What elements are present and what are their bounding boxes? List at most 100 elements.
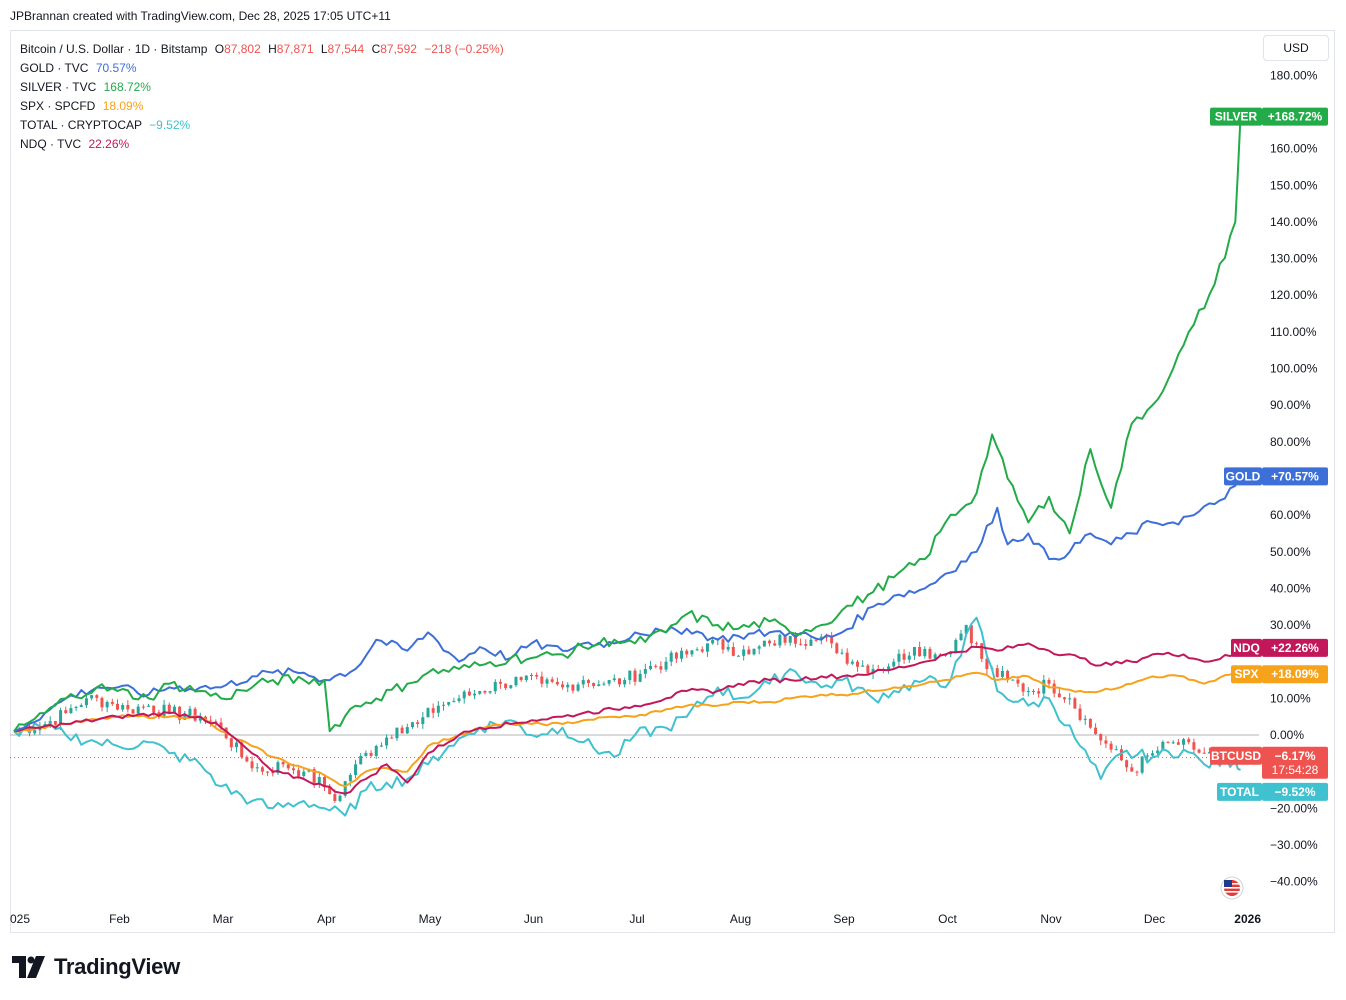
session-flag-stripe [1224, 887, 1240, 889]
btc-candle-body [581, 680, 585, 685]
legend-row-btc[interactable]: Bitcoin / U.S. Dollar · 1D · Bitstamp O8… [20, 40, 504, 59]
btc-candle-body [1156, 750, 1160, 754]
series-line-silver[interactable] [13, 116, 1242, 733]
session-flag-canton [1224, 880, 1232, 887]
btc-candle-body [757, 646, 761, 649]
btc-candle-body [845, 652, 849, 664]
legend-total-value: −9.52% [149, 118, 191, 132]
btc-candle-body [462, 691, 466, 699]
series-line-spx[interactable] [13, 668, 1242, 788]
btc-candle-body [571, 684, 575, 691]
btc-candle-body [985, 658, 989, 670]
btc-candle-body [737, 655, 740, 657]
btc-candle-body [1197, 749, 1201, 753]
btc-candle-body [959, 633, 963, 641]
btc-candle-body [95, 695, 99, 698]
badge-silver-name: SILVER [1215, 110, 1258, 124]
btc-candle-body [695, 649, 699, 651]
btc-candle-body [1182, 739, 1186, 745]
btc-candle-body [856, 661, 860, 667]
y-tick-label: 180.00% [1270, 68, 1318, 82]
legend-row-spx[interactable]: SPX · SPCFD 18.09% [20, 97, 504, 116]
badge-gold-value-bg[interactable] [1262, 467, 1328, 486]
btc-candle-body [328, 786, 332, 795]
badge-ndq-name: NDQ [1233, 641, 1260, 655]
btc-candle-body [385, 737, 389, 746]
legend-row-silver[interactable]: SILVER · TVC 168.72% [20, 78, 504, 97]
btc-candle-body [669, 652, 673, 662]
btc-candle-body [1171, 742, 1175, 744]
chart-credit: JPBrannan created with TradingView.com, … [10, 9, 391, 23]
btc-candle-body [762, 640, 766, 647]
y-tick-label: 60.00% [1270, 508, 1311, 522]
legend-row-total[interactable]: TOTAL · CRYPTOCAP −9.52% [20, 116, 504, 135]
badge-spx-name-bg[interactable] [1231, 665, 1262, 684]
btc-candle-body [157, 712, 161, 716]
legend-btc-change: −218 (−0.25%) [424, 42, 504, 56]
legend-btc-open-value: 87,802 [224, 42, 261, 56]
badge-total-value-bg[interactable] [1262, 782, 1328, 801]
badge-btcusd-name-bg[interactable] [1210, 746, 1262, 765]
legend-gold-label: GOLD · TVC [20, 61, 89, 75]
series-line-ndq[interactable] [13, 642, 1241, 795]
tradingview-logo[interactable]: TradingView [12, 954, 180, 980]
btc-candle-body [835, 643, 839, 654]
legend-row-ndq[interactable]: NDQ · TVC 22.26% [20, 135, 504, 154]
legend-btc-low-key: L [320, 42, 328, 56]
btc-candle-body [586, 680, 590, 684]
btc-candle-body [488, 691, 492, 693]
btc-candle-body [550, 679, 554, 682]
series-line-gold[interactable] [13, 475, 1241, 733]
btc-candle-body [871, 669, 875, 674]
btc-candle-body [912, 647, 916, 656]
btc-candle-body [721, 639, 725, 650]
series-line-total[interactable] [13, 616, 1241, 817]
badge-ndq-name-bg[interactable] [1231, 638, 1262, 657]
btc-candle-body [1202, 752, 1206, 754]
y-tick-label: 130.00% [1270, 252, 1318, 266]
legend: Bitcoin / U.S. Dollar · 1D · Bitstamp O8… [20, 40, 504, 154]
badge-total-value: −9.52% [1274, 785, 1315, 799]
badge-silver-name-bg[interactable] [1210, 107, 1262, 126]
btc-candle-body [887, 666, 891, 670]
y-tick-label: −30.00% [1270, 838, 1318, 852]
btc-candle-body [131, 709, 135, 714]
btc-candle-body [457, 698, 461, 702]
btc-candle-body [136, 706, 140, 714]
btc-candle-body [1099, 734, 1103, 741]
btc-candle-body [1176, 742, 1180, 745]
btc-candle-body [1192, 742, 1196, 750]
btc-candle-body [64, 710, 68, 714]
btc-candle-body [1042, 679, 1046, 694]
badge-gold-name-bg[interactable] [1224, 467, 1262, 486]
badge-silver-value: +168.72% [1268, 110, 1323, 124]
btc-candle-body [519, 677, 523, 681]
currency-button[interactable]: USD [1263, 35, 1329, 61]
btc-candle-body [1037, 691, 1041, 694]
y-tick-label: 0.00% [1270, 728, 1304, 742]
legend-total-label: TOTAL · CRYPTOCAP [20, 118, 142, 132]
badge-btcusd-value-bg[interactable] [1262, 746, 1328, 779]
badge-spx-value-bg[interactable] [1262, 665, 1328, 684]
btc-candle-body [281, 762, 285, 765]
tradingview-logo-icon [12, 956, 45, 978]
btc-candle-body [768, 640, 772, 644]
y-tick-label: 40.00% [1270, 581, 1311, 595]
x-tick-label: Feb [109, 912, 130, 926]
btc-candle-body [902, 653, 906, 660]
legend-row-gold[interactable]: GOLD · TVC 70.57% [20, 59, 504, 78]
btc-candle-body [540, 676, 544, 684]
btc-candle-body [617, 678, 621, 685]
badge-silver-value-bg[interactable] [1262, 107, 1328, 126]
btc-candle-body [1094, 727, 1098, 735]
btc-candle-body [240, 742, 244, 757]
badge-ndq-value-bg[interactable] [1262, 638, 1328, 657]
btc-candle-body [1011, 679, 1015, 681]
btc-candle-body [752, 648, 756, 655]
btc-candle-body [866, 665, 870, 674]
btc-candle-body [116, 703, 119, 710]
btc-candle-body [524, 675, 528, 681]
badge-total-name-bg[interactable] [1217, 782, 1262, 801]
btc-candle-body [1130, 767, 1134, 772]
